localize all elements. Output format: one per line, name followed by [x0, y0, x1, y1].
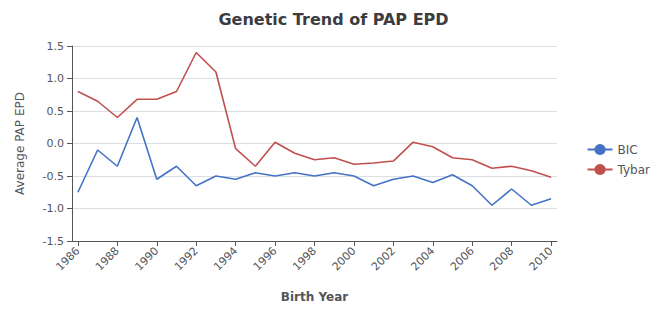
svg-text:-0.5: -0.5: [43, 170, 64, 183]
svg-text:-1.5: -1.5: [43, 235, 64, 248]
svg-text:1992: 1992: [172, 244, 201, 273]
svg-text:2006: 2006: [448, 244, 477, 273]
svg-text:1990: 1990: [132, 244, 161, 273]
svg-text:Birth Year: Birth Year: [281, 290, 348, 304]
svg-text:1.0: 1.0: [47, 72, 65, 85]
svg-text:Tybar: Tybar: [617, 163, 651, 177]
svg-text:1998: 1998: [290, 244, 319, 273]
svg-text:2004: 2004: [408, 244, 437, 273]
svg-text:1988: 1988: [93, 244, 122, 273]
svg-text:2002: 2002: [369, 244, 398, 273]
svg-text:2010: 2010: [527, 244, 556, 273]
svg-text:1986: 1986: [54, 244, 83, 273]
svg-text:1994: 1994: [211, 244, 240, 273]
svg-text:1996: 1996: [251, 244, 280, 273]
svg-text:2008: 2008: [487, 244, 516, 273]
svg-text:0.0: 0.0: [47, 137, 65, 150]
svg-text:Average PAP EPD: Average PAP EPD: [13, 92, 27, 195]
svg-text:2000: 2000: [330, 244, 359, 273]
svg-text:Genetic Trend of PAP EPD: Genetic Trend of PAP EPD: [218, 10, 448, 29]
svg-text:-1.0: -1.0: [43, 202, 64, 215]
svg-text:1.5: 1.5: [47, 40, 65, 53]
svg-text:0.5: 0.5: [47, 105, 65, 118]
svg-text:BIC: BIC: [618, 143, 638, 157]
